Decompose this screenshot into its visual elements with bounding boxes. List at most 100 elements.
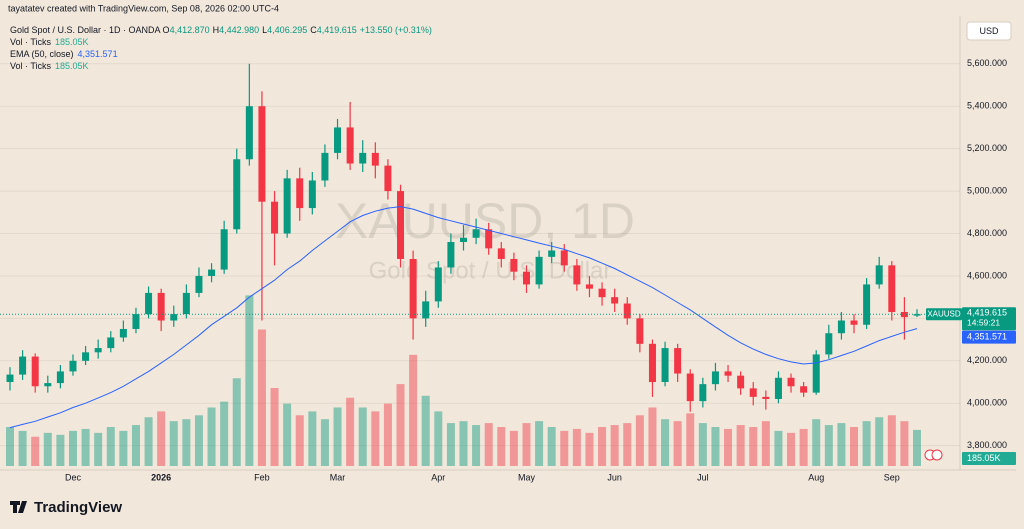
ema-tag-bg (962, 330, 1016, 344)
event-icon (931, 449, 943, 461)
ema-tag: 4,351.571 (967, 332, 1007, 342)
volume-bar (875, 417, 884, 466)
candle-body (686, 373, 694, 402)
volume-bar (585, 432, 594, 466)
candle-body (611, 297, 619, 304)
candle-body (724, 371, 732, 376)
volume-bar (484, 423, 493, 466)
candle-body (409, 258, 417, 319)
volume-bar (686, 413, 695, 466)
logo-icon (10, 501, 27, 513)
volume-value: 185.05K (55, 37, 89, 47)
volume-bar (547, 427, 556, 466)
volume-bar (598, 427, 607, 466)
candle-body (422, 301, 430, 319)
volume-bar (56, 434, 65, 466)
volume-bar (837, 423, 846, 466)
volume-bar (371, 411, 380, 466)
candle-body (220, 229, 228, 270)
y-tick-label: 4,800.000 (967, 228, 1007, 238)
candle-body (195, 275, 203, 293)
y-tick-label: 4,000.000 (967, 398, 1007, 408)
volume-bar (409, 354, 418, 466)
candle-body (308, 180, 316, 209)
candle-body (6, 374, 14, 383)
volume-bar (131, 425, 140, 466)
volume-bar (232, 378, 241, 466)
volume-bar (106, 427, 115, 466)
candle-body (94, 348, 102, 353)
candle-body (888, 265, 896, 313)
volume-bar (787, 432, 796, 466)
ohlc-value: 4,406.295 (267, 25, 307, 35)
volume-bar (711, 427, 720, 466)
volume-bar (421, 395, 430, 466)
x-tick-label: Mar (330, 472, 346, 482)
candle-body (56, 371, 64, 384)
candle-body (170, 314, 178, 321)
volume-bar (535, 421, 544, 466)
volume-bar (635, 415, 644, 466)
volume-bar (761, 421, 770, 466)
candle-body (107, 337, 115, 349)
volume-bar (157, 411, 166, 466)
candle-body (397, 191, 405, 259)
volume-bar (283, 403, 292, 466)
volume-tag: 185.05K (967, 453, 1001, 463)
candle-body (850, 320, 858, 325)
candle-body (863, 284, 871, 325)
candle-body (661, 348, 669, 383)
volume-bar (900, 421, 909, 466)
candle-body (119, 328, 127, 338)
candle-body (875, 265, 883, 285)
volume-bar (774, 430, 783, 466)
candle-body (510, 258, 518, 272)
candle-body (485, 229, 493, 249)
volume-bar (673, 421, 682, 466)
symbol-tag: XAUUSD (927, 309, 961, 318)
candle-body (737, 375, 745, 389)
brand-logo (10, 501, 27, 513)
candle-body (900, 312, 908, 318)
candle-body (384, 165, 392, 192)
candle-body (19, 356, 27, 375)
volume-legend: Vol · Ticks 185.05K (10, 37, 89, 47)
y-tick-label: 4,600.000 (967, 270, 1007, 280)
candle-body (258, 106, 266, 202)
currency-button[interactable] (966, 21, 1012, 41)
volume-bar (459, 421, 468, 466)
candle-body (711, 371, 719, 385)
candle-body (157, 292, 165, 321)
candle-body (334, 127, 342, 153)
x-tick-label: Feb (254, 472, 270, 482)
volume-bar (207, 407, 216, 466)
brand-name: TradingView (34, 499, 122, 516)
ohlc-value: 4,442.980 (219, 25, 259, 35)
volume-bar (346, 397, 355, 466)
volume-bar (119, 430, 128, 466)
ohlc-key: H (213, 25, 220, 35)
countdown-tag: 14:59:21 (967, 317, 1000, 327)
volume-name: Vol · Ticks (10, 37, 52, 47)
x-tick-label: Apr (431, 472, 445, 482)
volume-bar (648, 407, 657, 466)
y-tick-label: 5,000.000 (967, 185, 1007, 195)
candle-body (749, 388, 757, 397)
y-tick-label: 3,800.000 (967, 440, 1007, 450)
volume-bar (736, 425, 745, 466)
candle-body (560, 250, 568, 266)
candle-body (522, 271, 530, 285)
volume-bar (623, 423, 632, 466)
candle-body (132, 314, 140, 329)
ohlc-value: 4,419.615 (317, 25, 357, 35)
candle-body (31, 356, 39, 387)
volume-bar (6, 427, 14, 466)
volume-bar (824, 425, 833, 466)
volume-bar (144, 417, 153, 466)
symbol-tag-bg (926, 308, 962, 321)
volume-bar (862, 421, 871, 466)
x-tick-label: 2026 (151, 472, 171, 482)
ohlc-value: 4,412.870 (170, 25, 210, 35)
volume-bar (295, 415, 304, 466)
volume-bar (68, 430, 77, 466)
